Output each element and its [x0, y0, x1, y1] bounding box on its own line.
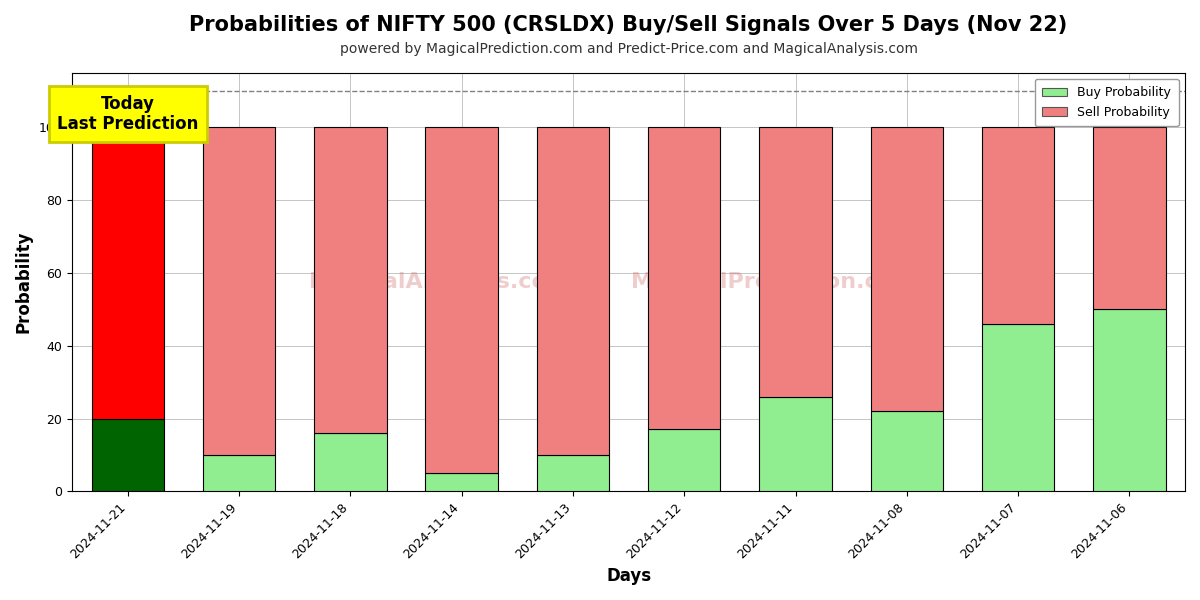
Bar: [426, 127, 498, 473]
Bar: [982, 324, 1055, 491]
Bar: [314, 127, 386, 433]
Bar: [1093, 310, 1165, 491]
Bar: [871, 411, 943, 491]
Bar: [1093, 127, 1165, 310]
Y-axis label: Probability: Probability: [16, 231, 34, 333]
Text: Today
Last Prediction: Today Last Prediction: [58, 95, 198, 133]
Bar: [760, 127, 832, 397]
Bar: [426, 473, 498, 491]
Title: Probabilities of NIFTY 500 (CRSLDX) Buy/Sell Signals Over 5 Days (Nov 22): Probabilities of NIFTY 500 (CRSLDX) Buy/…: [190, 15, 1068, 35]
X-axis label: Days: Days: [606, 567, 652, 585]
Bar: [648, 127, 720, 430]
Bar: [536, 127, 610, 455]
Bar: [91, 127, 164, 419]
Text: MagicalPrediction.com: MagicalPrediction.com: [630, 272, 916, 292]
Bar: [203, 455, 275, 491]
Bar: [760, 397, 832, 491]
Bar: [982, 127, 1055, 324]
Text: MagicalAnalysis.com: MagicalAnalysis.com: [308, 272, 570, 292]
Bar: [203, 127, 275, 455]
Legend: Buy Probability, Sell Probability: Buy Probability, Sell Probability: [1034, 79, 1178, 126]
Text: powered by MagicalPrediction.com and Predict-Price.com and MagicalAnalysis.com: powered by MagicalPrediction.com and Pre…: [340, 42, 918, 56]
Bar: [536, 455, 610, 491]
Bar: [314, 433, 386, 491]
Bar: [871, 127, 943, 411]
Bar: [648, 430, 720, 491]
Bar: [91, 419, 164, 491]
